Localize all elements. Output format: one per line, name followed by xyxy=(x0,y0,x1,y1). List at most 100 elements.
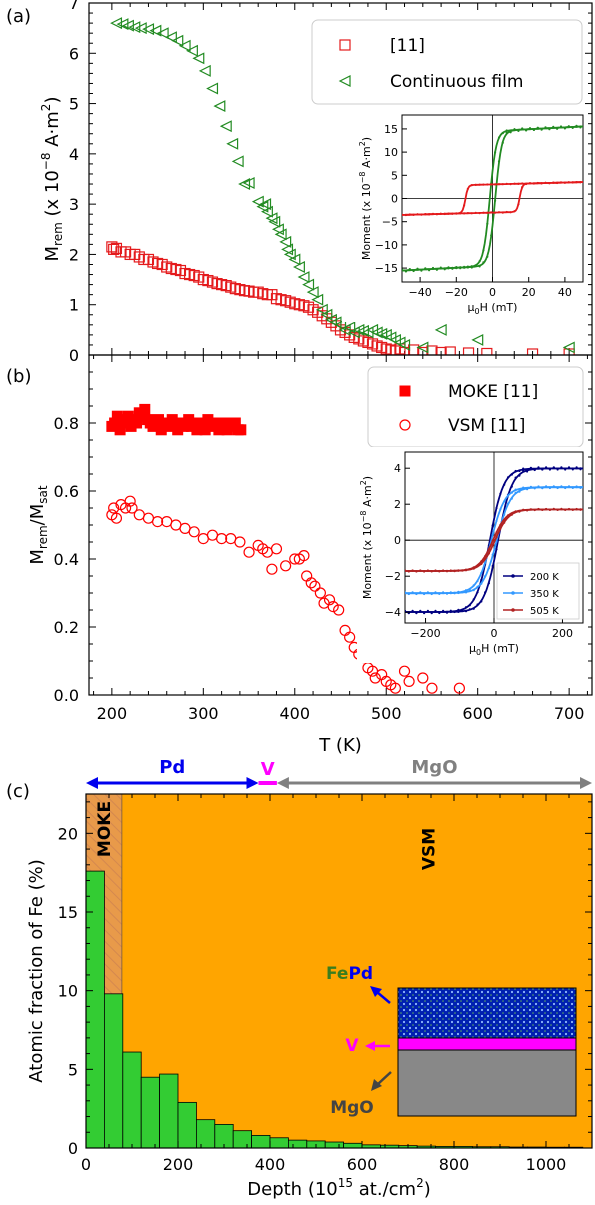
panel-c-v-label: V xyxy=(345,1036,359,1056)
panel-b-point-vsm xyxy=(206,529,219,541)
panel-c-layer-label: Pd xyxy=(159,757,185,778)
panel-b-point-vsm xyxy=(417,672,429,684)
panel-b-xtick-label: 500 xyxy=(371,704,402,723)
panel-b-inset-loop-2-point xyxy=(514,510,517,513)
panel-b-inset-loop-2-point xyxy=(567,507,571,511)
panel-a-point-ref11 xyxy=(444,346,456,355)
panel-b-label: (b) xyxy=(6,366,31,387)
panel-b-inset-loop-0-point xyxy=(476,603,479,606)
panel-b-inset-loop-0-point xyxy=(556,468,559,471)
panel-a-inset-loop-0-point xyxy=(579,126,582,129)
panel-a-legend-marker xyxy=(338,75,351,87)
panel-c: (c) 0 200 400 600 800 1000 0 5 10 15 20 Depth (1015 … xyxy=(6,757,593,1200)
panel-b-point-vsm xyxy=(305,577,317,589)
panel-a-inset-xtick-label: 20 xyxy=(522,286,536,299)
panel-a-point-continuous-film xyxy=(256,200,269,213)
panel-a-inset-loop-1-point xyxy=(521,186,524,189)
panel-a-inset-loop-0-point xyxy=(455,266,458,269)
panel-a-point-continuous-film xyxy=(281,243,294,256)
panel-a-inset-xtick-label: 0 xyxy=(489,286,496,299)
panel-a-point-continuous-film xyxy=(242,177,255,189)
panel-b-inset-legend-marker xyxy=(511,608,515,612)
panel-a-inset-ytick-label: 10 xyxy=(384,146,398,159)
panel-b-inset-loop-0-point xyxy=(411,609,414,613)
panel-a-inset-loop-1-point xyxy=(428,213,431,216)
panel-b-inset-loop-2-point xyxy=(564,508,567,511)
panel-a-inset-data xyxy=(402,124,583,273)
panel-a-inset-loop-0-point xyxy=(497,160,501,163)
panel-b-inset-loop-0-point xyxy=(575,466,578,469)
panel-a-point-continuous-film xyxy=(260,205,273,218)
panel-a-inset-loop-1-point xyxy=(525,182,528,185)
panel-b-inset-loop-2-point xyxy=(499,523,502,527)
panel-a-inset-loop-0-point xyxy=(451,267,454,270)
panel-b-point-vsm xyxy=(398,665,411,677)
panel-b-inset-loop-2-point xyxy=(468,568,471,571)
panel-b-point-vsm xyxy=(124,495,136,507)
panel-b-inset-loop-2-point xyxy=(476,564,479,567)
panel-a-inset-loop-1-point xyxy=(559,181,563,184)
panel-b-point-vsm xyxy=(179,522,191,535)
panel-b-inset-loop-1-point xyxy=(449,591,452,594)
panel-b-inset-loop-1-point xyxy=(499,508,502,511)
panel-a-inset-loop-0-point xyxy=(490,234,493,237)
panel-c-xtick-label: 800 xyxy=(439,1155,470,1174)
panel-b-inset-loop-1-point xyxy=(575,485,578,488)
panel-b-xlabel: T (K) xyxy=(318,735,362,756)
panel-a-ytick-label: 3 xyxy=(69,195,79,214)
panel-a-inset-loop-0-point xyxy=(402,268,404,271)
panel-b-inset-loop-0-point xyxy=(430,612,433,615)
panel-a-point-continuous-film xyxy=(279,235,292,248)
panel-a-inset-loop-1-point xyxy=(470,212,473,215)
panel-b-inset-loop-0-point xyxy=(514,476,517,479)
panel-b-inset-loop-0-point xyxy=(480,600,483,603)
panel-b-point-moke xyxy=(139,403,151,415)
panel-b-inset-loop-2-point xyxy=(405,569,407,572)
panel-b-inset-loop-1-point xyxy=(529,485,533,488)
panel-a-inset-loop-1-point xyxy=(552,181,555,184)
panel-b-inset-loop-0-point xyxy=(495,548,498,551)
panel-b-inset-loop-2-point xyxy=(537,507,540,511)
panel-b-inset-loop-0-point xyxy=(461,609,464,612)
panel-b-inset-xtick-label: 200 xyxy=(552,627,573,640)
panel-b-inset-ytick-label: 4 xyxy=(394,462,401,475)
panel-b-inset-loop-0-point xyxy=(468,608,471,611)
panel-b-inset-ytick-label: 0 xyxy=(394,534,401,547)
panel-b-inset-loop-1-point xyxy=(453,592,456,595)
panel-b-inset-loop-2-point xyxy=(407,570,410,573)
panel-a-inset-loop-0-point xyxy=(517,129,520,132)
panel-b-inset-loop-2-point xyxy=(548,508,552,511)
panel-c-v-arrowhead xyxy=(365,1041,375,1051)
panel-b-inset-loop-1-point xyxy=(419,591,422,594)
panel-a-inset-loop-0-point xyxy=(443,268,446,271)
panel-b-inset-loop-0-point xyxy=(464,610,468,613)
panel-a-inset-loop-1-point xyxy=(431,212,435,215)
panel-b-inset-loop-1-point xyxy=(411,591,414,594)
panel-a-ytick-label: 1 xyxy=(69,296,79,315)
panel-c-layer-arrowhead-right xyxy=(580,777,592,789)
panel-a-inset-loop-1-point xyxy=(497,211,501,214)
panel-a-inset-loop-0-down xyxy=(402,125,583,272)
panel-b-inset-loop-2-point xyxy=(491,539,494,542)
panel-b-xtick-label: 200 xyxy=(97,704,128,723)
panel-b-point-vsm xyxy=(142,512,155,524)
panel-a-inset-loop-1-point xyxy=(459,211,462,215)
panel-b-point-vsm xyxy=(453,682,465,694)
panel-b-inset: −200 0 200 −4 −2 0 2 4 200 K 350 K 505 K μ0H (mT) Mo… xyxy=(357,447,588,663)
panel-a-point-continuous-film xyxy=(375,327,388,340)
panel-b-inset-legend-entry: 350 K xyxy=(530,589,559,600)
panel-a-point-ref11 xyxy=(408,344,420,355)
panel-b-inset-loop-0-point xyxy=(560,466,563,469)
panel-a-point-continuous-film xyxy=(271,223,284,236)
panel-a-inset-loop-1-point xyxy=(412,213,415,216)
panel-a-inset-loop-0-point xyxy=(435,268,438,271)
panel-b-inset-loop-0-point xyxy=(506,476,510,479)
panel-a-inset-loop-1-point xyxy=(402,213,404,216)
panel-b-ytick-label: 0.8 xyxy=(54,414,79,433)
panel-a-point-continuous-film xyxy=(288,253,301,266)
panel-b-inset-loop-2-point xyxy=(423,570,426,573)
panel-c-xtick-label: 0 xyxy=(81,1155,91,1174)
panel-b-inset-loop-2-point xyxy=(449,569,452,572)
panel-b-inset-loop-2-point xyxy=(529,508,533,511)
panel-a-inset-loop-0-point xyxy=(428,269,431,272)
